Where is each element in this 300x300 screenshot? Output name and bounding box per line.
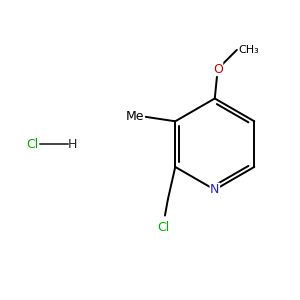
Text: O: O: [213, 62, 223, 76]
Text: H: H: [67, 138, 77, 151]
Text: Cl: Cl: [26, 138, 38, 151]
Text: Me: Me: [126, 110, 144, 123]
Text: N: N: [210, 183, 220, 196]
Text: CH₃: CH₃: [238, 45, 259, 55]
Text: Cl: Cl: [158, 221, 169, 234]
